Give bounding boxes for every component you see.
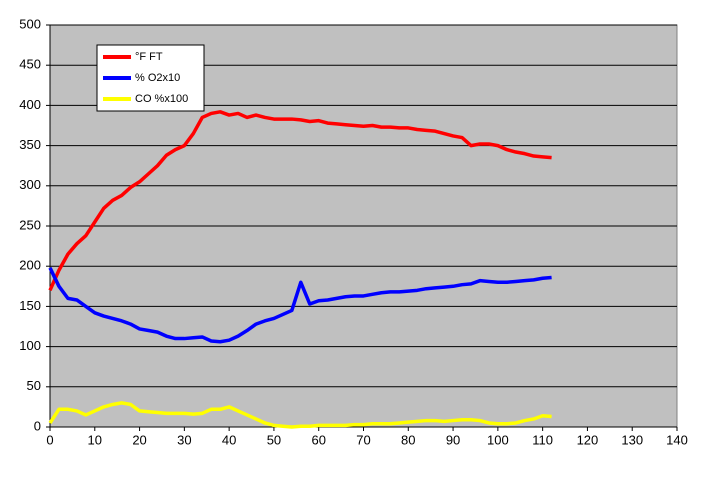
y-tick-label: 0 xyxy=(34,418,41,433)
legend-label: °F FT xyxy=(135,51,163,63)
x-tick-label: 60 xyxy=(311,432,325,447)
legend: °F FT % O2x10 CO %x100 xyxy=(96,44,205,112)
x-tick-label: 140 xyxy=(666,432,688,447)
x-tick-label: 70 xyxy=(356,432,370,447)
x-tick-label: 130 xyxy=(621,432,643,447)
y-tick-label: 50 xyxy=(27,378,41,393)
y-tick-label: 500 xyxy=(19,16,41,31)
x-tick-label: 90 xyxy=(446,432,460,447)
y-tick-label: 100 xyxy=(19,338,41,353)
x-tick-label: 120 xyxy=(577,432,599,447)
legend-label: CO %x100 xyxy=(135,93,188,105)
x-tick-label: 40 xyxy=(222,432,236,447)
y-tick-label: 350 xyxy=(19,137,41,152)
y-tick-label: 300 xyxy=(19,177,41,192)
data-line xyxy=(48,401,552,429)
data-line xyxy=(48,267,552,344)
x-tick-label: 20 xyxy=(132,432,146,447)
y-tick-label: 150 xyxy=(19,298,41,313)
data-line xyxy=(48,110,552,292)
x-tick-label: 10 xyxy=(88,432,102,447)
x-tick-label: 30 xyxy=(177,432,191,447)
y-tick-label: 400 xyxy=(19,97,41,112)
y-tick-label: 250 xyxy=(19,217,41,232)
x-tick-label: 80 xyxy=(401,432,415,447)
x-tick-label: 50 xyxy=(267,432,281,447)
legend-label: % O2x10 xyxy=(135,72,180,84)
y-tick-label: 200 xyxy=(19,258,41,273)
x-tick-label: 100 xyxy=(487,432,509,447)
x-tick-label: 0 xyxy=(46,432,53,447)
y-tick-label: 450 xyxy=(19,57,41,72)
x-tick-label: 110 xyxy=(532,432,553,447)
